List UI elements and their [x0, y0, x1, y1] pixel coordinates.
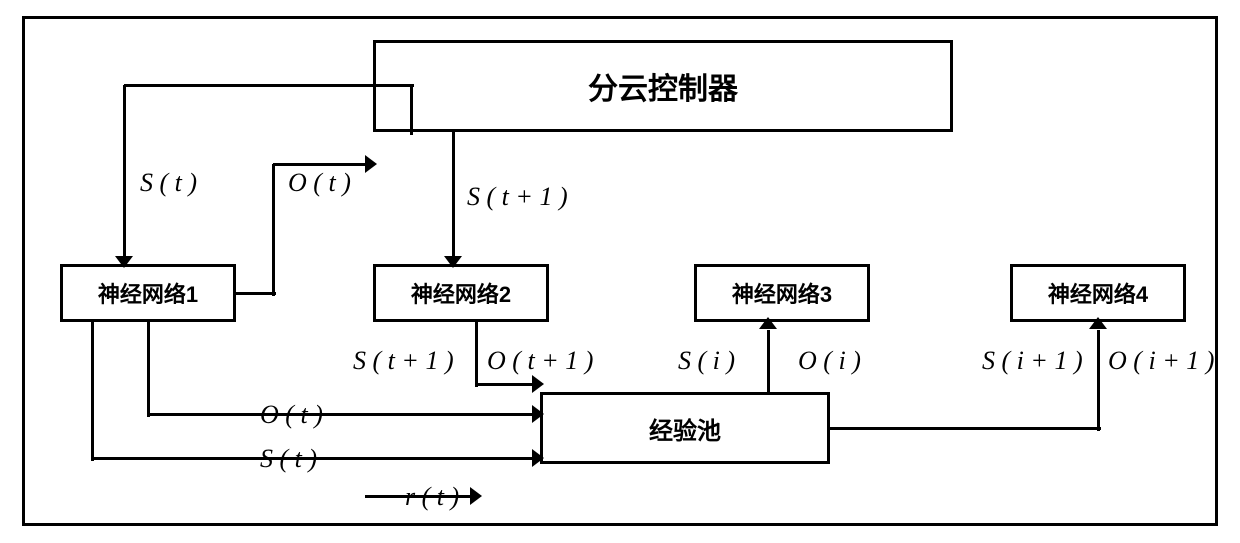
- node-label-controller: 分云控制器: [588, 64, 738, 108]
- arrow-nn1-to-pool-O-seg0: [147, 322, 150, 417]
- arrow-nn1-to-pool-S-seg1: [92, 457, 535, 460]
- node-nn1: 神经网络1: [60, 264, 236, 322]
- arrow-pool-to-nn4-head: [1089, 317, 1107, 329]
- arrow-r-to-pool-seg0: [365, 495, 473, 498]
- edge-label-si_pool_nn3: S ( i ): [678, 346, 735, 376]
- node-label-nn2: 神经网络2: [411, 277, 511, 309]
- node-pool: 经验池: [540, 392, 830, 464]
- node-controller: 分云控制器: [373, 40, 953, 132]
- arrow-nn1-to-controller-seg1: [272, 164, 275, 296]
- node-label-pool: 经验池: [649, 411, 721, 446]
- arrow-pool-to-nn3-seg0: [767, 330, 770, 395]
- arrow-nn2-to-pool-seg1: [476, 383, 535, 386]
- edge-label-ot_nn1_ctrl: O ( t ): [288, 168, 351, 198]
- arrow-nn1-to-controller-head: [365, 155, 377, 173]
- arrow-nn2-to-pool-seg0: [475, 322, 478, 387]
- arrow-r-to-pool-head: [470, 487, 482, 505]
- edge-label-st_ctrl_nn1: S ( t ): [140, 168, 197, 198]
- node-label-nn1: 神经网络1: [98, 277, 198, 309]
- arrow-nn1-to-pool-S-head: [532, 449, 544, 467]
- edge-label-oip1_pool_nn4: O ( i + 1 ): [1108, 346, 1214, 376]
- node-nn2: 神经网络2: [373, 264, 549, 322]
- arrow-nn1-to-pool-O-seg1: [148, 413, 535, 416]
- arrow-pool-to-nn4-seg1: [1097, 330, 1100, 431]
- edge-label-stp1_ctrl_nn2: S ( t + 1 ): [467, 182, 568, 212]
- arrow-controller-to-nn1-seg1: [124, 84, 414, 87]
- arrow-nn2-to-pool-head: [532, 375, 544, 393]
- arrow-controller-to-nn1-seg0: [410, 85, 413, 135]
- arrow-controller-to-nn1-seg2: [123, 85, 126, 259]
- node-nn3: 神经网络3: [694, 264, 870, 322]
- node-nn4: 神经网络4: [1010, 264, 1186, 322]
- arrow-controller-to-nn2-head: [444, 256, 462, 268]
- arrow-nn1-to-controller-seg0: [236, 292, 276, 295]
- edge-label-sip1_pool_nn4: S ( i + 1 ): [982, 346, 1083, 376]
- arrow-controller-to-nn1-head: [115, 256, 133, 268]
- arrow-nn1-to-pool-S-seg0: [91, 322, 94, 461]
- node-label-nn3: 神经网络3: [732, 277, 832, 309]
- arrow-pool-to-nn4-seg0: [830, 427, 1101, 430]
- arrow-nn1-to-controller-seg2: [273, 163, 368, 166]
- arrow-nn1-to-pool-O-head: [532, 405, 544, 423]
- edge-label-oi_pool_nn3: O ( i ): [798, 346, 861, 376]
- edge-label-otp1_nn2_pool: O ( t + 1 ): [487, 346, 593, 376]
- arrow-pool-to-nn3-head: [759, 317, 777, 329]
- arrow-controller-to-nn2-seg0: [452, 132, 455, 259]
- node-label-nn4: 神经网络4: [1048, 277, 1148, 309]
- diagram-canvas: 分云控制器神经网络1 神经网络2 神经网络3 神经网络4 经验池 S ( t ) O ( t…: [0, 0, 1240, 543]
- edge-label-stp1_nn2_pool: S ( t + 1 ): [353, 346, 454, 376]
